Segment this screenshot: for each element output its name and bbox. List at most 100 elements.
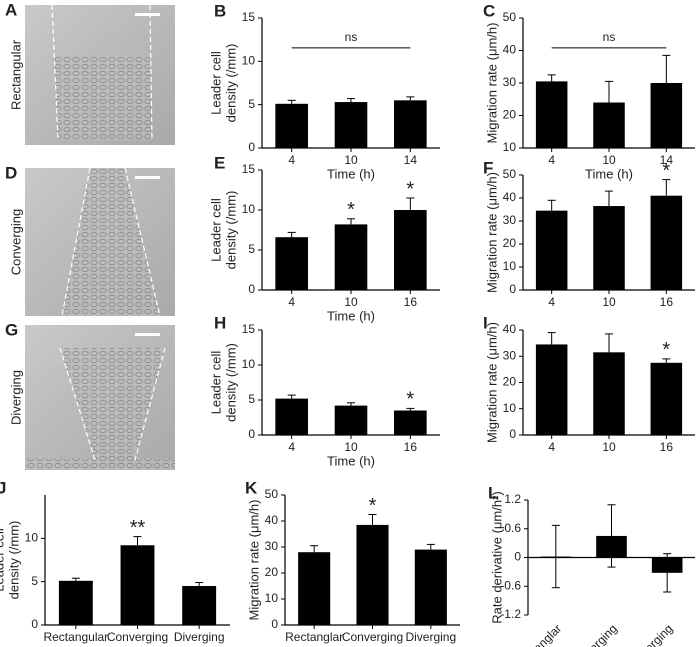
- y-tick-label: 30: [503, 75, 517, 89]
- x-tick-label: Diverging: [174, 630, 225, 644]
- y-axis-label: Migration rate (μm/h): [484, 322, 499, 443]
- y-tick-label: 10: [25, 531, 39, 545]
- panel-letter: L: [488, 483, 498, 502]
- bar: [593, 206, 625, 290]
- x-tick-label: 10: [602, 295, 616, 309]
- y-tick-label: 0: [514, 550, 521, 564]
- y-tick-label: 5: [248, 242, 255, 256]
- y-tick-label: 15: [242, 162, 256, 176]
- y-tick-label: 5: [248, 392, 255, 406]
- x-tick-label: Converging: [107, 630, 168, 644]
- bar: [650, 83, 683, 148]
- x-axis-label: Time (h): [327, 308, 375, 323]
- scale-bar: [135, 333, 160, 336]
- pattern-edge: [61, 167, 91, 317]
- y-tick-label: 0: [509, 282, 516, 296]
- y-tick-label: 0.6: [504, 521, 521, 535]
- image-label: Diverging: [8, 370, 23, 425]
- x-tick-label: 4: [288, 153, 295, 167]
- y-tick-label: 40: [503, 190, 517, 204]
- x-tick-label: Diverging: [405, 630, 456, 644]
- significance-mark: *: [347, 199, 355, 221]
- bar: [58, 580, 93, 625]
- y-tick-label: 10: [242, 357, 256, 371]
- y-tick-label: 0: [248, 140, 255, 154]
- bar: [334, 224, 368, 290]
- bar: [182, 586, 217, 625]
- bar: [535, 210, 568, 290]
- y-tick-label: 10: [242, 202, 256, 216]
- y-tick-label: 10: [503, 140, 517, 154]
- x-tick-label: Rectanglar: [513, 621, 564, 647]
- panel-letter: H: [214, 313, 226, 332]
- y-tick-label: 30: [503, 213, 517, 227]
- y-axis-label: Leader cell: [208, 51, 223, 115]
- cell-sheet: [62, 168, 160, 316]
- y-tick-label: 10: [503, 259, 517, 273]
- y-axis-label: density (/mm): [223, 191, 238, 270]
- bar: [394, 410, 427, 435]
- bar: [334, 102, 368, 148]
- x-axis-label: Time (h): [585, 166, 633, 181]
- pattern-edge: [134, 347, 166, 461]
- y-tick-label: 20: [503, 108, 517, 122]
- bar: [275, 237, 308, 290]
- y-tick-label: 15: [242, 322, 256, 336]
- pattern-edge: [51, 4, 59, 141]
- y-tick-label: 10: [242, 54, 256, 68]
- x-tick-label: Converging: [567, 621, 620, 647]
- y-axis-label: Migration rate (μm/h): [246, 500, 261, 621]
- image-label: Converging: [8, 209, 23, 276]
- panel-letter: K: [245, 478, 258, 497]
- x-tick-label: 14: [404, 153, 418, 167]
- y-axis-label: Leader cell: [208, 198, 223, 262]
- y-tick-label: 30: [265, 539, 279, 553]
- y-tick-label: 40: [503, 43, 517, 57]
- x-tick-label: 10: [602, 440, 616, 454]
- y-tick-label: 5: [31, 574, 38, 588]
- scale-bar: [135, 13, 160, 16]
- y-tick-label: 5: [248, 97, 255, 111]
- bar: [275, 103, 308, 148]
- y-tick-label: 0: [509, 427, 516, 441]
- x-tick-label: 16: [660, 295, 674, 309]
- x-tick-label: 10: [344, 153, 358, 167]
- x-tick-label: 4: [548, 153, 555, 167]
- bar: [650, 195, 683, 290]
- y-tick-label: 50: [503, 10, 517, 24]
- y-tick-label: 40: [503, 322, 517, 336]
- x-tick-label: Diverging: [630, 621, 676, 647]
- pattern-edge: [149, 4, 153, 141]
- x-tick-label: 16: [660, 440, 674, 454]
- y-tick-label: 0: [271, 617, 278, 631]
- bar: [275, 398, 308, 435]
- significance-mark: **: [130, 517, 146, 539]
- significance-mark: *: [662, 160, 670, 182]
- y-tick-label: 40: [265, 513, 279, 527]
- panel-letter: A: [5, 0, 17, 19]
- y-tick-label: 20: [265, 565, 279, 579]
- y-tick-label: -1.2: [500, 607, 521, 621]
- bar: [298, 552, 331, 625]
- y-axis-label: Leader cell: [0, 528, 6, 592]
- panel-letter: B: [214, 1, 226, 20]
- y-axis-label: density (/mm): [223, 44, 238, 123]
- bar: [334, 405, 368, 435]
- bar: [120, 545, 155, 625]
- bracket-label: ns: [603, 30, 616, 44]
- panel-letter: G: [5, 320, 18, 339]
- y-tick-label: 10: [265, 591, 279, 605]
- significance-mark: *: [406, 178, 414, 200]
- bar: [394, 210, 427, 290]
- cell-sheet: [52, 55, 152, 140]
- y-tick-label: 30: [503, 348, 517, 362]
- y-tick-label: 20: [503, 375, 517, 389]
- panel-letter: C: [483, 1, 495, 20]
- scale-bar: [135, 176, 160, 179]
- bar: [593, 102, 625, 148]
- y-axis-label: Rate derivative (μm/h²): [489, 491, 504, 623]
- image-label: Rectangular: [8, 39, 23, 110]
- cell-sheet: [25, 458, 175, 470]
- y-tick-label: 0: [31, 617, 38, 631]
